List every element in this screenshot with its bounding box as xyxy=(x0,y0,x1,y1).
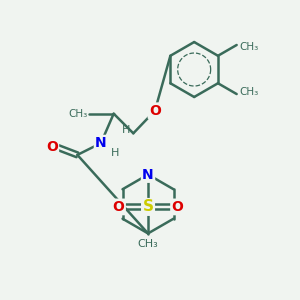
Text: CH₃: CH₃ xyxy=(138,239,158,249)
Text: O: O xyxy=(149,104,161,118)
Text: O: O xyxy=(172,200,183,214)
Text: H: H xyxy=(122,125,130,136)
Text: CH₃: CH₃ xyxy=(240,87,259,97)
Text: S: S xyxy=(142,200,154,214)
Text: O: O xyxy=(46,140,58,154)
Text: H: H xyxy=(111,148,119,158)
Text: N: N xyxy=(95,136,107,150)
Text: N: N xyxy=(142,167,154,182)
Text: CH₃: CH₃ xyxy=(240,42,259,52)
Text: O: O xyxy=(113,200,124,214)
Text: CH₃: CH₃ xyxy=(68,109,87,119)
